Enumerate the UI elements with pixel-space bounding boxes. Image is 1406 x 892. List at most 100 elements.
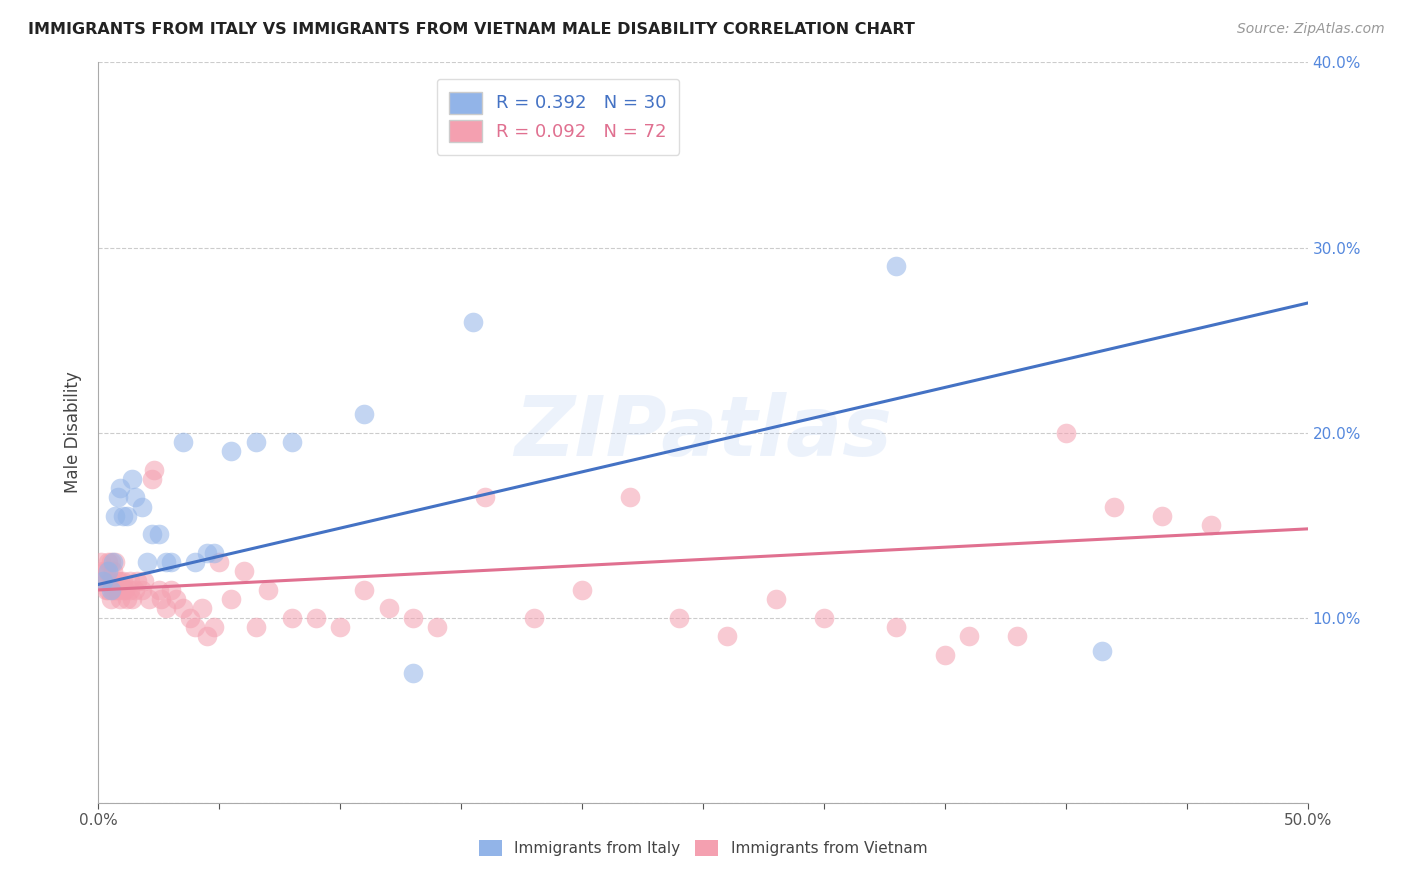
Point [117,592,139,607]
Point [172,601,194,615]
Point [204,546,226,560]
Point [232,565,254,579]
Point [100,582,122,597]
Text: ZIPatlas: ZIPatlas [515,392,891,473]
Point [402,666,425,681]
Point [179,610,201,624]
Point [111,582,134,597]
Point [97,555,120,569]
Y-axis label: Male Disability: Male Disability [65,372,83,493]
Point [402,610,425,624]
Point [124,491,146,505]
Point [474,491,496,505]
Point [1007,629,1029,643]
Point [108,481,131,495]
Point [221,444,243,458]
Point [571,582,593,597]
Point [595,120,617,135]
Point [118,574,141,588]
Point [245,620,267,634]
Point [377,601,399,615]
Point [118,582,141,597]
Point [281,610,304,624]
Point [101,565,124,579]
Point [101,582,124,597]
Point [1152,508,1174,523]
Point [886,259,908,273]
Point [104,582,127,597]
Point [184,555,207,569]
Point [114,582,136,597]
Point [191,601,214,615]
Point [765,592,787,607]
Point [245,434,267,449]
Point [127,574,149,588]
Point [155,555,177,569]
Point [172,434,194,449]
Point [934,648,956,662]
Point [619,491,641,505]
Point [523,610,546,624]
Point [463,314,485,328]
Point [91,565,114,579]
Point [97,582,120,597]
Point [107,491,129,505]
Point [305,610,328,624]
Point [104,555,127,569]
Point [141,527,163,541]
Point [281,434,304,449]
Point [97,565,120,579]
Point [104,508,127,523]
Point [195,546,218,560]
Point [108,592,131,607]
Point [155,601,177,615]
Point [111,508,134,523]
Point [148,527,170,541]
Point [91,574,114,588]
Point [107,574,129,588]
Point [426,620,449,634]
Point [124,582,146,597]
Text: IMMIGRANTS FROM ITALY VS IMMIGRANTS FROM VIETNAM MALE DISABILITY CORRELATION CHA: IMMIGRANTS FROM ITALY VS IMMIGRANTS FROM… [28,22,915,37]
Point [1102,500,1125,514]
Point [94,582,117,597]
Point [1199,518,1222,533]
Point [138,592,160,607]
Point [100,592,122,607]
Point [204,620,226,634]
Point [100,555,122,569]
Text: Source: ZipAtlas.com: Source: ZipAtlas.com [1237,22,1385,37]
Point [111,574,134,588]
Point [256,582,278,597]
Point [141,472,163,486]
Point [148,582,170,597]
Point [121,472,143,486]
Point [353,407,375,421]
Point [117,508,139,523]
Legend: Immigrants from Italy, Immigrants from Vietnam: Immigrants from Italy, Immigrants from V… [470,831,936,865]
Point [134,574,156,588]
Point [131,500,153,514]
Point [813,610,835,624]
Point [131,582,153,597]
Point [353,582,375,597]
Point [957,629,980,643]
Point [195,629,218,643]
Point [208,555,231,569]
Point [1091,644,1114,658]
Point [160,582,183,597]
Point [143,462,166,476]
Point [184,620,207,634]
Point [165,592,187,607]
Point [668,610,690,624]
Point [150,592,173,607]
Point [121,592,143,607]
Point [716,629,738,643]
Point [94,565,117,579]
Point [107,582,129,597]
Point [886,620,908,634]
Point [90,555,112,569]
Point [135,555,157,569]
Point [97,574,120,588]
Point [329,620,352,634]
